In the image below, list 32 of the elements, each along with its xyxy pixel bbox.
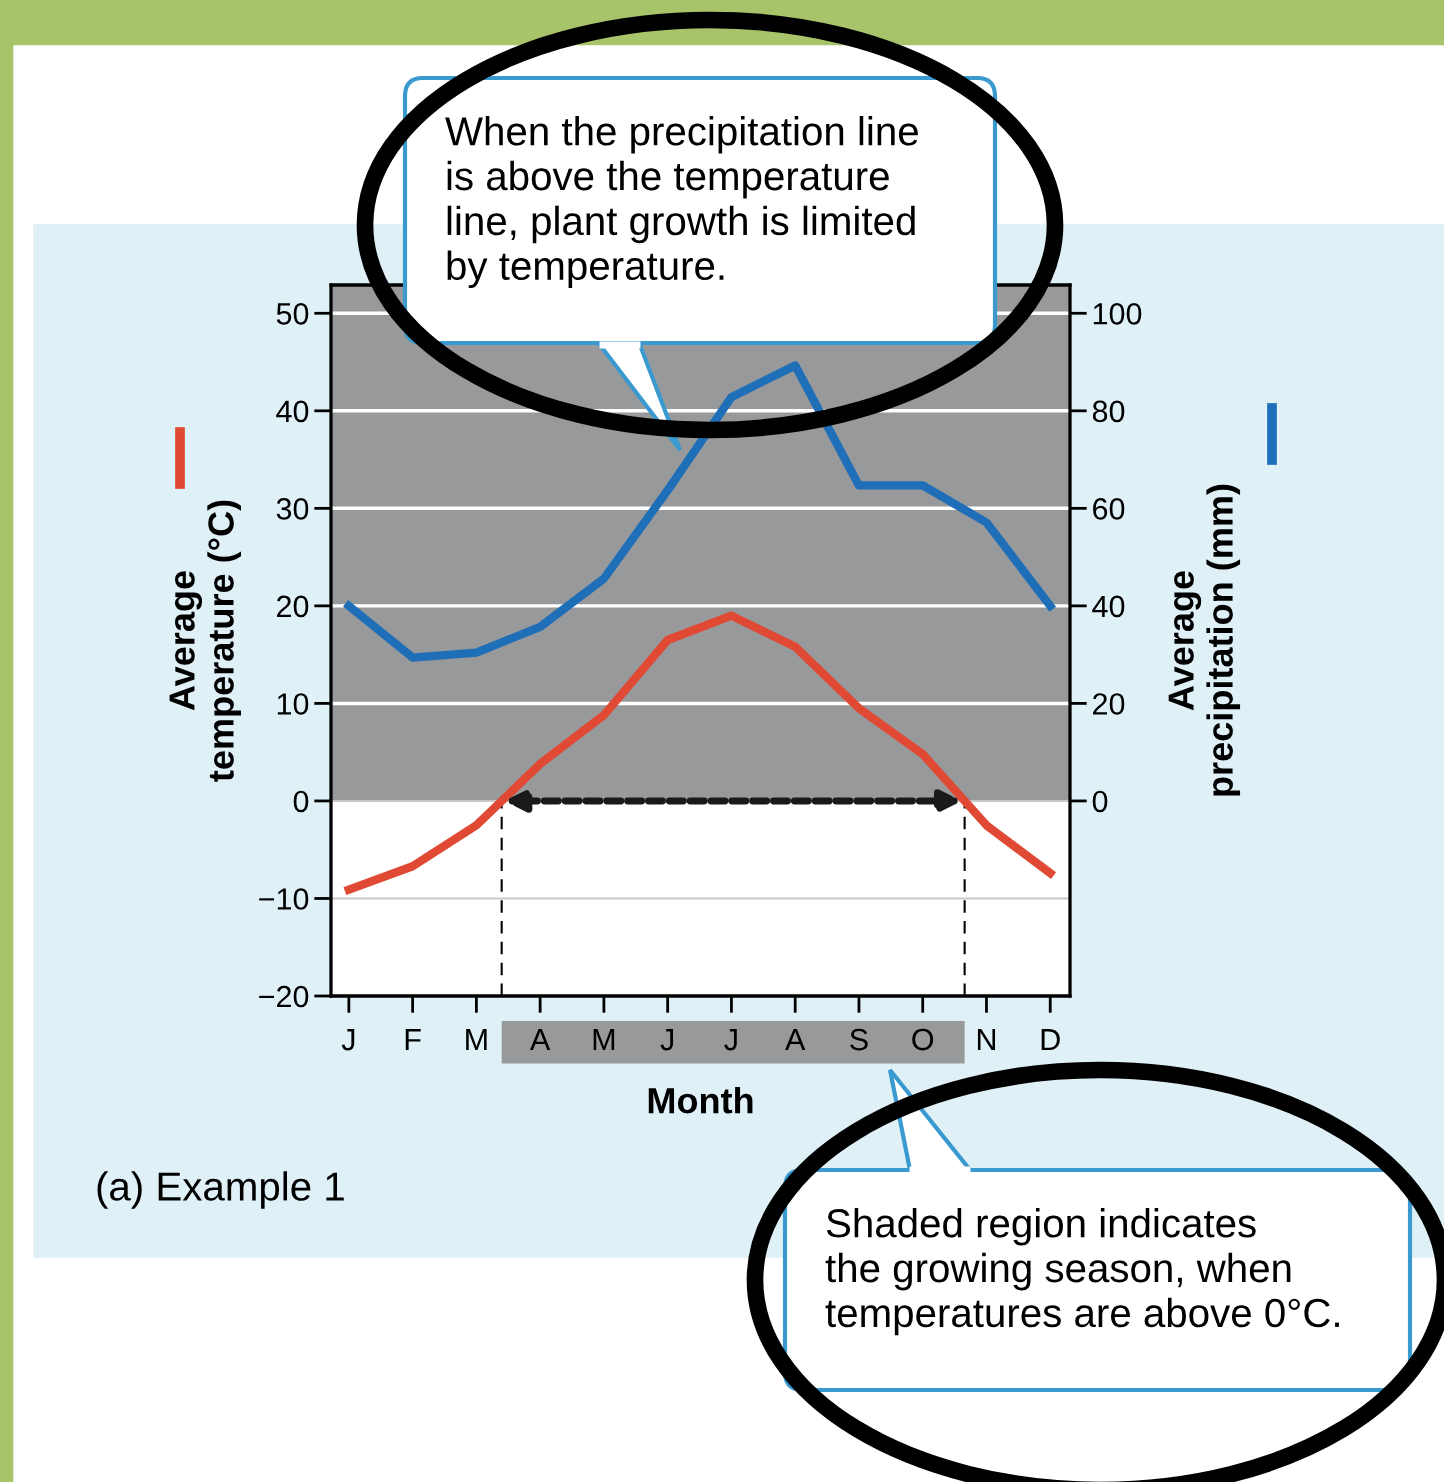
text: (a) Example 1 [97,1171,344,1209]
x-tick-label: S [850,1028,868,1051]
y2-axis-title: Average precipitation (mm) [1168,484,1241,796]
annotation: When the precipitation line is above the temperature line, plant growth is limited by temperature. [445,116,918,289]
x-tick-label: J [724,1029,737,1051]
x-tick-label: M [593,1029,615,1051]
x-tick-label: N [977,1029,996,1051]
x-tick-label: O [912,1028,934,1051]
y2-tick-label: 60 [1093,498,1125,520]
x-tick-label: F [405,1029,421,1051]
y2-tick-label: 20 [1093,693,1125,715]
x-tick-label: D [1041,1029,1060,1051]
x-tick-label: A [785,1029,806,1051]
x-tick-label: M [466,1029,487,1051]
x-tick-label: J [341,1029,355,1051]
y-tick-label: 10 [277,693,309,715]
y-tick-label: 0 [293,790,309,813]
y2-tick-label: 40 [1092,595,1125,618]
y-tick-label: 40 [276,400,309,423]
x-tick-label: A [530,1029,551,1051]
y-tick-label: 50 [276,303,309,325]
text: Shaded region indicates the growing season, when temperatures are above 0°C. [825,1208,1339,1336]
y-tick-label: −20 [259,985,309,1008]
y2-tick-label: 100 [1093,303,1142,325]
y2-tick-label: 80 [1092,400,1125,423]
y2-tick-label: 0 [1092,790,1108,813]
y-tick-label: 20 [277,595,309,618]
x-tick-label: J [660,1029,674,1051]
y-tick-label: −10 [259,888,309,910]
y-tick-label: 30 [276,498,309,520]
y-axis-title: Average temperature (°C) [169,500,241,782]
x-axis-title: Month [648,1086,753,1114]
